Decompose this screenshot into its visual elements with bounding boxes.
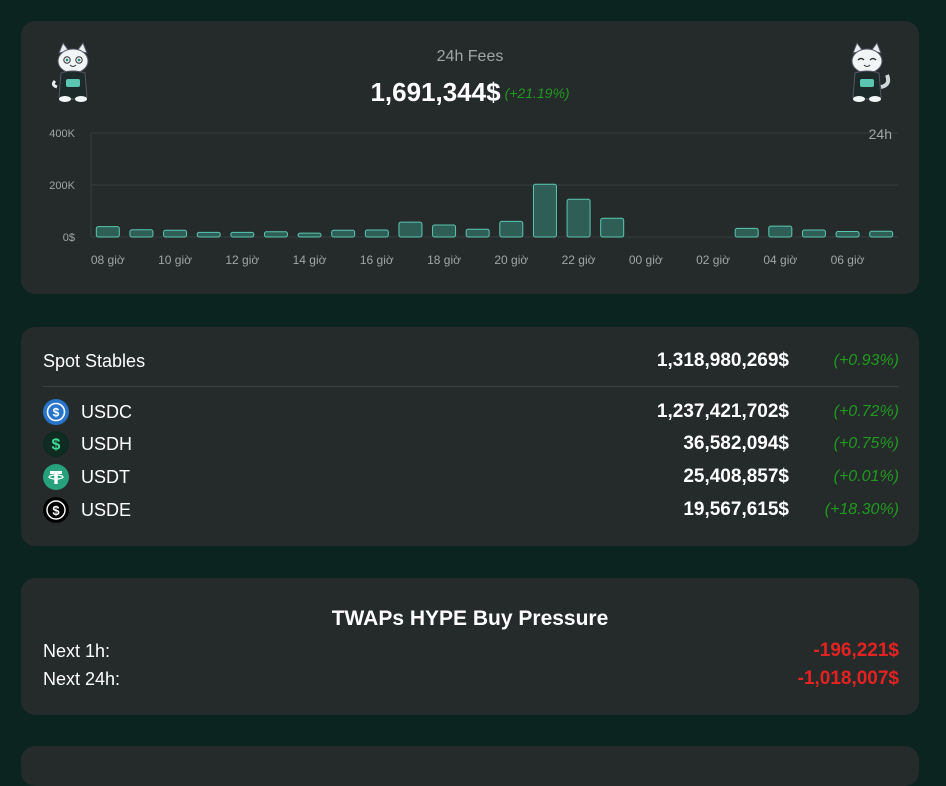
stables-total-label: Spot Stables <box>43 350 146 371</box>
twap-row-24h: Next 24h: -1,018,007$ <box>43 665 899 693</box>
twap-next-1h-label: Next 1h: <box>43 640 111 661</box>
chart-y-tick-label: 0$ <box>63 232 75 244</box>
chart-bar <box>532 183 557 238</box>
stable-name: USDT <box>81 466 130 487</box>
chart-x-tick-label: 02 giờ <box>696 253 730 267</box>
chart-x-tick-label: 14 giờ <box>293 253 327 267</box>
fees-change: (+21.19%) <box>504 84 570 101</box>
chart-bar <box>364 229 389 238</box>
chart-x-tick-label: 06 giờ <box>831 253 865 267</box>
chart-x-tick-label: 20 giờ <box>494 253 528 267</box>
chart-bar <box>869 230 894 238</box>
chart-bar <box>129 229 154 238</box>
chart-bar <box>331 229 356 238</box>
twap-next-24h-label: Next 24h: <box>43 668 121 689</box>
stable-name: USDE <box>81 499 132 520</box>
chart-x-tick-label: 16 giờ <box>360 253 394 267</box>
svg-text:$: $ <box>52 437 61 454</box>
chart-bar <box>230 231 255 238</box>
stable-pct: (+18.30%) <box>824 501 899 518</box>
chart-bar <box>801 229 826 238</box>
svg-text:$: $ <box>52 503 60 518</box>
chart-x-tick-label: 08 giờ <box>91 253 125 267</box>
chart-bar <box>566 198 591 238</box>
twap-title: TWAPs HYPE Buy Pressure <box>331 607 609 630</box>
chart-x-tick-label: 12 giờ <box>225 253 259 267</box>
next-card <box>21 746 919 786</box>
cat-mascot-left-icon <box>51 41 89 102</box>
fees-bar-chart: 0$ 200K 400K 24h 08 giờ 10 giờ 12 giờ 14 giờ 16 … <box>49 126 898 267</box>
chart-x-tick-label: 04 giờ <box>763 253 797 267</box>
svg-text:$: $ <box>53 406 60 420</box>
stables-divider <box>43 386 899 387</box>
stable-name: USDH <box>81 433 133 454</box>
chart-period-label: 24h <box>869 126 892 142</box>
twap-card: TWAPs HYPE Buy Pressure Next 1h: -196,22… <box>21 578 919 715</box>
fees-card: 24h Fees 1,691,344$ (+21.19%) 0$ 200K 400K 2… <box>21 21 919 294</box>
chart-bar <box>465 228 490 238</box>
chart-x-tick-label: 10 giờ <box>158 253 192 267</box>
chart-bar <box>297 232 322 238</box>
stable-name: USDC <box>81 401 133 422</box>
chart-x-tick-label: 00 giờ <box>629 253 663 267</box>
stable-amount: 25,408,857$ <box>683 466 789 487</box>
stable-amount: 36,582,094$ <box>683 433 789 454</box>
twap-next-24h-value: -1,018,007$ <box>797 668 899 689</box>
chart-bar <box>163 229 188 238</box>
chart-bar <box>95 226 120 238</box>
chart-y-tick-label: 400K <box>49 128 75 140</box>
stable-pct: (+0.75%) <box>833 435 899 452</box>
twap-row-1h: Next 1h: -196,221$ <box>43 637 899 665</box>
usde-icon: $ <box>43 497 69 523</box>
twap-next-1h-value: -196,221$ <box>813 640 899 661</box>
chart-bar <box>196 231 221 238</box>
stables-total-row: Spot Stables 1,318,980,269$ (+0.93%) <box>43 346 899 376</box>
stable-row-usde: $ USDE 19,567,615$ (+18.30%) <box>43 495 899 525</box>
stables-total-pct: (+0.93%) <box>833 352 899 369</box>
usdh-icon: $ <box>43 431 69 457</box>
chart-bar <box>734 227 759 238</box>
cat-mascot-right-icon <box>851 41 891 102</box>
usdt-icon <box>43 464 69 490</box>
chart-x-tick-label: 22 giờ <box>562 253 596 267</box>
fees-value-row: 1,691,344$ (+21.19%) <box>21 77 919 108</box>
chart-bar <box>398 221 423 238</box>
stable-amount: 19,567,615$ <box>683 499 789 520</box>
stable-pct: (+0.72%) <box>833 403 899 420</box>
chart-y-tick-label: 200K <box>49 180 75 192</box>
stable-amount: 1,237,421,702$ <box>656 401 789 422</box>
fees-value: 1,691,344$ <box>370 77 501 107</box>
chart-bar <box>600 217 625 238</box>
stables-total-amount: 1,318,980,269$ <box>656 350 789 371</box>
chart-bar <box>263 231 288 238</box>
stables-card: Spot Stables 1,318,980,269$ (+0.93%) $ U… <box>21 327 919 546</box>
stable-row-usdh: $ USDH 36,582,094$ (+0.75%) <box>43 429 899 459</box>
chart-bar <box>499 220 524 238</box>
chart-bar <box>432 224 457 238</box>
stable-row-usdt: USDT 25,408,857$ (+0.01%) <box>43 462 899 492</box>
usdc-icon: $ <box>43 399 69 425</box>
chart-x-tick-label: 18 giờ <box>427 253 461 267</box>
chart-bar <box>835 231 860 238</box>
fees-title: 24h Fees <box>436 48 504 65</box>
stable-row-usdc: $ USDC 1,237,421,702$ (+0.72%) <box>43 397 899 427</box>
stable-pct: (+0.01%) <box>833 468 899 485</box>
chart-bar <box>768 225 793 238</box>
